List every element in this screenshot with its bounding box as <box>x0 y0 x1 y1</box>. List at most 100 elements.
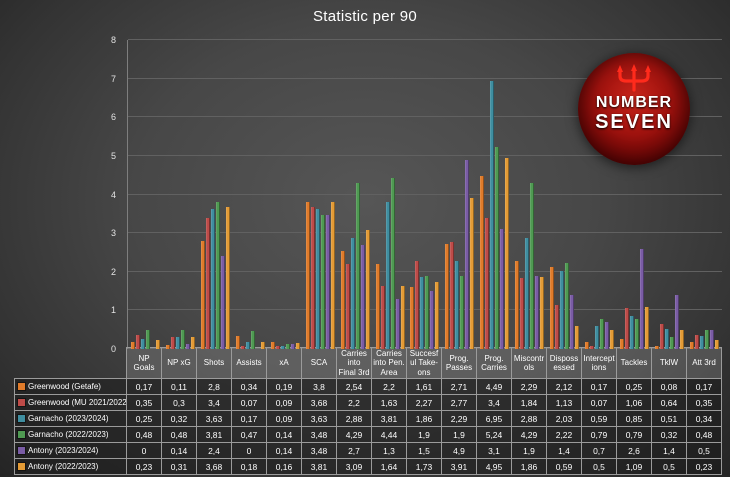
bar <box>135 335 140 349</box>
table-row: Garnacho (2023/2024) 0,25 0,32 3,63 0,17 0,09… <box>14 410 722 427</box>
bar <box>205 217 210 349</box>
value-cell: 2,27 <box>406 394 442 411</box>
value-cell: 4,95 <box>476 458 512 475</box>
value-cell: 1,4 <box>651 442 687 459</box>
value-cell: 2,54 <box>336 378 372 395</box>
bar <box>445 244 450 349</box>
bar <box>480 175 485 349</box>
series-label-cell: Greenwood (Getafe) <box>14 378 127 395</box>
bar <box>260 342 265 349</box>
bar <box>220 256 225 349</box>
legend-marker <box>18 431 25 438</box>
bar <box>320 214 325 349</box>
bar <box>640 248 645 349</box>
bar <box>704 330 709 349</box>
series-label-cell: Greenwood (MU 2021/2022) <box>14 394 127 411</box>
series-name: Greenwood (Getafe) <box>28 382 101 391</box>
gridline <box>128 116 722 118</box>
bar <box>620 339 625 349</box>
value-cell: 2,88 <box>511 410 547 427</box>
bar <box>250 330 255 349</box>
bar <box>380 286 385 349</box>
column-header: Prog. Carries <box>476 347 512 379</box>
value-cell: 0,14 <box>161 442 197 459</box>
value-cell: 0,64 <box>651 394 687 411</box>
bar <box>714 340 719 349</box>
gridline <box>128 193 722 195</box>
bar-group <box>687 40 722 349</box>
bar-groups <box>128 40 722 349</box>
value-cell: 0,35 <box>686 394 722 411</box>
value-cell: 0,08 <box>651 378 687 395</box>
bar <box>485 217 490 349</box>
value-cell: 2,8 <box>196 378 232 395</box>
value-cell: 0,17 <box>231 410 267 427</box>
y-tick-label: 7 <box>110 73 116 84</box>
bar <box>465 159 470 349</box>
bar <box>470 197 475 349</box>
value-cell: 0,32 <box>651 426 687 443</box>
value-cell: 0,79 <box>581 426 617 443</box>
value-cell: 0,34 <box>686 410 722 427</box>
column-header: SCA <box>301 347 337 379</box>
bar <box>315 208 320 349</box>
series-label-cell: Garnacho (2023/2024) <box>14 410 127 427</box>
bar <box>130 342 135 349</box>
series-label-cell: Antony (2022/2023) <box>14 458 127 475</box>
legend-marker <box>18 447 25 454</box>
gridline <box>128 270 722 272</box>
value-cell: 3,09 <box>336 458 372 475</box>
value-cell: 2,6 <box>616 442 652 459</box>
bar <box>460 275 465 349</box>
value-cell: 1,86 <box>511 458 547 475</box>
bar-group <box>338 40 373 349</box>
value-cell: 0,16 <box>266 458 302 475</box>
bar <box>190 337 195 349</box>
value-cell: 0 <box>126 442 162 459</box>
number-seven-logo: NUMBER SEVEN <box>578 53 690 165</box>
value-cell: 0,11 <box>161 378 197 395</box>
bar-group <box>198 40 233 349</box>
stats-table: NP Goals NP xG Shots Assists xA SCA Carries in… <box>14 347 722 475</box>
bar-group <box>233 40 268 349</box>
value-cell: 1,86 <box>406 410 442 427</box>
bar <box>435 282 440 349</box>
series-label-cell: Antony (2023/2024) <box>14 442 127 459</box>
bar <box>245 342 250 349</box>
column-header: NP xG <box>161 347 197 379</box>
stats-table-wrap: NP Goals NP xG Shots Assists xA SCA Carries in… <box>14 347 722 475</box>
value-cell: 0,47 <box>231 426 267 443</box>
value-cell: 0,48 <box>126 426 162 443</box>
value-cell: 3,4 <box>476 394 512 411</box>
bar-group <box>128 40 163 349</box>
series-label-cell: Garnacho (2022/2023) <box>14 426 127 443</box>
value-cell: 4,44 <box>371 426 407 443</box>
value-cell: 6,95 <box>476 410 512 427</box>
bar <box>505 157 510 349</box>
table-header-row: NP Goals NP xG Shots Assists xA SCA Carries in… <box>15 347 722 379</box>
bar-group <box>617 40 652 349</box>
bar <box>670 336 675 349</box>
column-header: Dispossessed <box>546 347 582 379</box>
logo-text-number: NUMBER <box>595 94 673 111</box>
bar <box>290 343 295 349</box>
value-cell: 0,79 <box>616 426 652 443</box>
value-cell: 0,34 <box>231 378 267 395</box>
value-cell: 0,25 <box>616 378 652 395</box>
bar <box>680 329 685 349</box>
y-tick-label: 0 <box>110 344 116 354</box>
value-cell: 2,7 <box>336 442 372 459</box>
value-cell: 4,9 <box>441 442 477 459</box>
bar <box>665 329 670 349</box>
bar <box>430 291 435 349</box>
table-row: Greenwood (Getafe) 0,17 0,11 2,8 0,34 0,19 3,8… <box>14 378 722 395</box>
bar <box>540 277 545 349</box>
bar <box>200 240 205 349</box>
bar <box>385 201 390 349</box>
value-cell: 0,23 <box>126 458 162 475</box>
bar <box>345 264 350 349</box>
value-cell: 2,22 <box>546 426 582 443</box>
bar <box>525 237 530 349</box>
value-cell: 0,19 <box>266 378 302 395</box>
value-cell: 2,29 <box>511 378 547 395</box>
